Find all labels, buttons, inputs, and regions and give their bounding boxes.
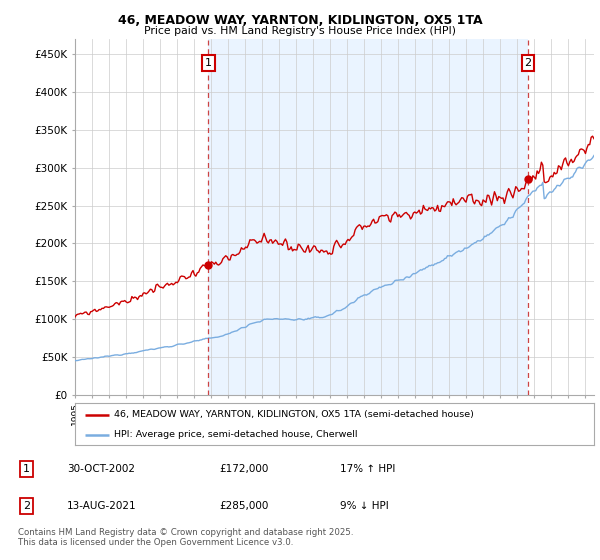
Text: 46, MEADOW WAY, YARNTON, KIDLINGTON, OX5 1TA (semi-detached house): 46, MEADOW WAY, YARNTON, KIDLINGTON, OX5… <box>114 410 474 419</box>
Text: 1: 1 <box>23 464 30 474</box>
Text: 9% ↓ HPI: 9% ↓ HPI <box>340 501 389 511</box>
Text: 1: 1 <box>205 58 212 68</box>
Text: 13-AUG-2021: 13-AUG-2021 <box>67 501 136 511</box>
Text: £285,000: £285,000 <box>220 501 269 511</box>
Text: 30-OCT-2002: 30-OCT-2002 <box>67 464 135 474</box>
Text: Contains HM Land Registry data © Crown copyright and database right 2025.
This d: Contains HM Land Registry data © Crown c… <box>18 528 353 547</box>
Bar <box>208 39 528 395</box>
Text: Price paid vs. HM Land Registry's House Price Index (HPI): Price paid vs. HM Land Registry's House … <box>144 26 456 36</box>
Text: 2: 2 <box>23 501 30 511</box>
Text: HPI: Average price, semi-detached house, Cherwell: HPI: Average price, semi-detached house,… <box>114 430 358 439</box>
Text: £172,000: £172,000 <box>220 464 269 474</box>
Text: 17% ↑ HPI: 17% ↑ HPI <box>340 464 395 474</box>
Text: 2: 2 <box>524 58 532 68</box>
Text: 46, MEADOW WAY, YARNTON, KIDLINGTON, OX5 1TA: 46, MEADOW WAY, YARNTON, KIDLINGTON, OX5… <box>118 14 482 27</box>
